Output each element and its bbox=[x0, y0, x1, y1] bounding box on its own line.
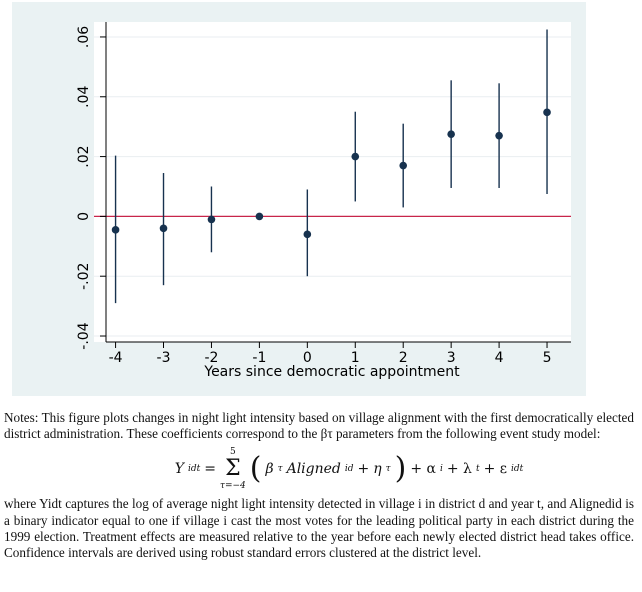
formula-eta-sub: τ bbox=[385, 464, 391, 475]
event-study-chart: -.04 -.02 0 .02 .04 .06 -4 -3 -2 -1 0 1 2 3 4 5 Years s… bbox=[76, 22, 571, 380]
formula-plus: + bbox=[357, 461, 370, 478]
coefficient-point bbox=[111, 226, 120, 234]
formula-eta: η bbox=[373, 461, 382, 478]
notes-intro: Notes: This figure plots changes in nigh… bbox=[4, 410, 634, 442]
formula-equals: = bbox=[204, 461, 216, 478]
y-tick-label: 0 bbox=[76, 212, 92, 221]
plot-area bbox=[94, 22, 571, 342]
x-tick-label: 2 bbox=[399, 350, 408, 366]
formula-sum: 5 Σ τ=−4 bbox=[220, 446, 246, 492]
formula-lambda-sub: t bbox=[475, 464, 480, 475]
formula-lhs-sub: idt bbox=[187, 464, 201, 475]
x-tick-label: 4 bbox=[495, 350, 504, 366]
formula-alpha: + α bbox=[410, 461, 436, 478]
coefficient-point bbox=[399, 161, 408, 170]
y-tick-label: .06 bbox=[76, 26, 92, 48]
sigma-symbol: Σ bbox=[225, 456, 241, 482]
formula-epsilon-sub: idt bbox=[511, 464, 524, 475]
y-tick-label: -.04 bbox=[76, 322, 92, 349]
formula-sum-lower: τ=−4 bbox=[219, 481, 246, 492]
coefficient-point bbox=[351, 152, 360, 161]
formula-open-paren: ( bbox=[249, 451, 262, 487]
y-tick-label: -.02 bbox=[76, 263, 92, 290]
coefficient-point bbox=[303, 230, 312, 239]
y-tick-label: .02 bbox=[76, 145, 92, 167]
formula-alpha-sub: i bbox=[439, 464, 443, 475]
coefficient-point bbox=[543, 108, 551, 117]
formula-epsilon: + ε bbox=[483, 461, 507, 478]
formula-lambda: + λ bbox=[446, 461, 472, 478]
formula-close-paren: ) bbox=[394, 451, 407, 487]
formula-beta-sub: τ bbox=[277, 464, 283, 475]
coefficient-point bbox=[255, 212, 264, 221]
x-tick-label: -2 bbox=[204, 350, 218, 366]
formula-aligned: Aligned bbox=[286, 461, 341, 478]
x-tick-label: 1 bbox=[351, 350, 360, 366]
coefficient-point bbox=[495, 131, 503, 140]
formula-lhs: Y bbox=[174, 461, 184, 478]
coefficient-point bbox=[447, 130, 455, 138]
x-tick-label: -4 bbox=[109, 350, 123, 366]
x-tick-label: 3 bbox=[447, 350, 456, 366]
formula-sum-upper: 5 bbox=[230, 447, 236, 458]
x-tick-label: -1 bbox=[252, 350, 266, 366]
formula-aligned-sub: id bbox=[344, 464, 354, 475]
figure-frame: -.04 -.02 0 .02 .04 .06 -4 -3 -2 -1 0 1 2 3 4 5 Years s… bbox=[12, 2, 586, 396]
coefficient-point bbox=[159, 224, 168, 233]
formula-beta: β bbox=[265, 461, 274, 478]
x-tick-label: 5 bbox=[543, 350, 552, 366]
figure-notes: Notes: This figure plots changes in nigh… bbox=[4, 410, 634, 561]
x-tick-label: 0 bbox=[303, 350, 312, 366]
x-axis-title: Years since democratic appointment bbox=[203, 364, 460, 380]
coefficient-point bbox=[207, 215, 216, 224]
y-tick-label: .04 bbox=[76, 86, 92, 108]
x-tick-label: -3 bbox=[157, 350, 171, 366]
notes-body: where Yidt captures the log of average n… bbox=[4, 496, 634, 561]
